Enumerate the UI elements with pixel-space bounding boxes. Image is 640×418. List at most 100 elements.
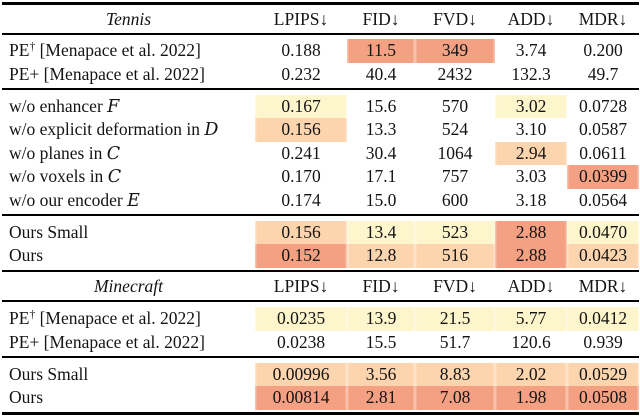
citation-text: [Menapace et al. 2022] (39, 331, 205, 352)
table-row-pe-dagger-tennis: PE† [Menapace et al. 2022] 0.188 11.5 34… (2, 39, 639, 63)
bottom-rule (2, 411, 639, 415)
citation-text: [Menapace et al. 2022] (35, 308, 201, 329)
row-label: w/o our encoder E (2, 189, 255, 213)
section-title-minecraft: Minecraft (93, 275, 163, 296)
column-header-add: ADD↓ (507, 9, 555, 29)
cell-add: 3.02 (495, 94, 567, 119)
cell-add: 5.77 (495, 307, 567, 331)
math-symbol: D (204, 120, 219, 141)
row-label: Ours (2, 244, 255, 268)
cell-fid: 3.56 (347, 362, 415, 387)
cell-fvd: 600 (441, 189, 469, 210)
table-row-ours-small-minecraft: Ours Small 0.00996 3.56 8.83 2.02 0.0529 (2, 362, 639, 387)
row-label: PE+ [Menapace et al. 2022] (2, 63, 255, 87)
table-row-ours-tennis: Ours 0.152 12.8 516 2.88 0.0423 (2, 244, 639, 268)
cell-fvd: 523 (415, 220, 495, 245)
cell-fid: 30.4 (365, 142, 397, 163)
cell-fvd: 2432 (437, 63, 473, 84)
cell-mdr: 0.0508 (567, 386, 639, 410)
column-header-lpips: LPIPS↓ (273, 9, 329, 29)
cell-add: 2.02 (495, 362, 567, 387)
cell-lpips: 0.174 (281, 189, 321, 210)
cell-add: 2.88 (495, 244, 567, 268)
row-label-text: PE+ (9, 63, 40, 84)
cell-mdr: 0.0611 (579, 142, 627, 163)
row-label-text: PE (9, 308, 30, 329)
cell-add: 3.10 (515, 119, 547, 140)
math-symbol: C (106, 143, 121, 164)
cell-lpips: 0.00814 (255, 386, 347, 410)
row-label-text: PE (9, 40, 30, 61)
row-label-text: PE+ (9, 331, 40, 352)
row-label-text: w/o explicit deformation in (9, 119, 205, 140)
cell-lpips: 0.188 (281, 40, 321, 61)
math-symbol: F (107, 96, 120, 117)
group-rule (2, 88, 639, 90)
cell-lpips: 0.0238 (276, 331, 326, 352)
cell-lpips: 0.232 (281, 63, 321, 84)
cell-mdr: 0.939 (583, 331, 623, 352)
table-row-pe-plus-tennis: PE+ [Menapace et al. 2022] 0.232 40.4 24… (2, 63, 639, 87)
row-label-text: w/o voxels in (9, 166, 108, 187)
column-header-fid: FID↓ (362, 275, 400, 296)
row-label: w/o explicit deformation in D (2, 118, 255, 142)
column-header-add: ADD↓ (507, 275, 555, 296)
column-header-mdr: MDR↓ (578, 275, 628, 296)
table-row-pe-plus-minecraft: PE+ [Menapace et al. 2022] 0.0238 15.5 5… (2, 331, 639, 355)
column-header-lpips: LPIPS↓ (273, 275, 329, 296)
row-label: PE† [Menapace et al. 2022] (2, 307, 255, 331)
row-label-text: Ours (9, 387, 44, 408)
cell-fid: 13.3 (365, 119, 397, 140)
cell-fid: 11.5 (347, 39, 415, 63)
cell-lpips: 0.00996 (255, 362, 347, 387)
cell-add: 2.94 (495, 141, 567, 166)
section-header-tennis: Tennis LPIPS↓ FID↓ FVD↓ ADD↓ MDR↓ (2, 5, 639, 33)
row-label-text: w/o our encoder (9, 189, 128, 210)
group-rule (2, 214, 639, 216)
cell-fvd: 524 (441, 119, 469, 140)
cell-mdr: 0.0412 (567, 307, 639, 331)
row-label: Ours Small (2, 221, 255, 245)
cell-fid: 12.8 (347, 244, 415, 268)
cell-fid: 15.0 (365, 189, 397, 210)
row-label: PE† [Menapace et al. 2022] (2, 39, 255, 63)
cell-fvd: 8.83 (415, 362, 495, 387)
table-row-wo-enhancer: w/o enhancer F 0.167 15.6 570 3.02 0.072… (2, 94, 639, 119)
cell-fvd: 7.08 (415, 386, 495, 410)
table-row-ours-minecraft: Ours 0.00814 2.81 7.08 1.98 0.0508 (2, 386, 639, 410)
row-label-text: Ours Small (9, 363, 89, 384)
cell-add: 3.18 (515, 189, 547, 210)
cell-fid: 13.4 (347, 220, 415, 245)
citation-text: [Menapace et al. 2022] (35, 40, 201, 61)
cell-lpips: 0.0235 (255, 307, 347, 331)
math-symbol: C (107, 167, 122, 188)
cell-lpips: 0.152 (255, 244, 347, 268)
cell-lpips: 0.167 (255, 94, 347, 119)
cell-add: 3.03 (515, 166, 547, 187)
row-label: w/o voxels in C (2, 165, 255, 189)
column-header-mdr: MDR↓ (578, 9, 628, 29)
header-rule (2, 299, 639, 303)
row-label-text: Ours Small (9, 221, 89, 242)
cell-fvd: 1064 (437, 142, 473, 163)
cell-add: 3.74 (515, 40, 547, 61)
section-title-tennis: Tennis (105, 9, 152, 29)
section-rule (2, 269, 639, 272)
cell-mdr: 0.0728 (578, 95, 628, 116)
cell-lpips: 0.156 (255, 118, 347, 142)
cell-mdr: 0.0399 (567, 165, 639, 189)
table-row-wo-voxels: w/o voxels in C 0.170 17.1 757 3.03 0.03… (2, 165, 639, 189)
cell-add: 132.3 (511, 63, 551, 84)
cell-fvd: 570 (441, 95, 469, 116)
row-label-text: w/o planes in (9, 142, 107, 163)
cell-fvd: 349 (415, 39, 495, 63)
table-row-wo-explicit-deformation: w/o explicit deformation in D 0.156 13.3… (2, 118, 639, 142)
column-header-fvd: FVD↓ (433, 9, 477, 29)
top-rule (2, 2, 639, 5)
cell-lpips: 0.241 (281, 142, 321, 163)
cell-mdr: 0.0587 (578, 119, 628, 140)
row-label-text: Ours (9, 245, 44, 266)
cell-fid: 13.9 (347, 307, 415, 331)
row-label: Ours Small (2, 363, 255, 387)
table-row-wo-planes: w/o planes in C 0.241 30.4 1064 2.94 0.0… (2, 141, 639, 166)
